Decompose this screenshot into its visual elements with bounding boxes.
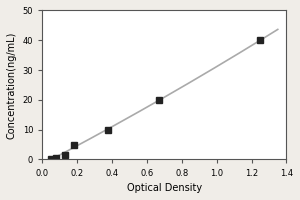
X-axis label: Optical Density: Optical Density <box>127 183 202 193</box>
Y-axis label: Concentration(ng/mL): Concentration(ng/mL) <box>7 31 17 139</box>
